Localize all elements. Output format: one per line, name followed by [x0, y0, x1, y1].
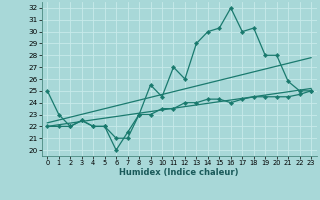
X-axis label: Humidex (Indice chaleur): Humidex (Indice chaleur) — [119, 168, 239, 177]
